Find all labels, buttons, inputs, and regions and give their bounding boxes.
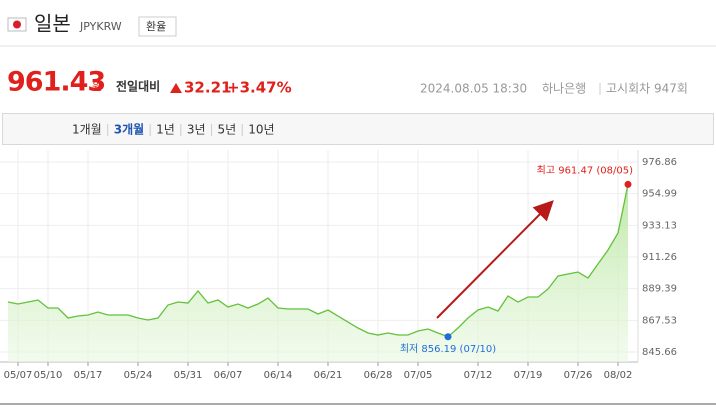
tab[interactable]: 3개월 <box>114 122 144 137</box>
title: 일본 <box>34 12 71 36</box>
trend-arrow <box>436 200 554 319</box>
x-tick-label: 06/21 <box>314 370 343 381</box>
y-tick-label: 911.26 <box>642 252 677 263</box>
flag-sun <box>13 20 21 29</box>
x-tick-label: 05/24 <box>124 370 153 381</box>
up-arrow <box>170 83 182 93</box>
x-tick-label: 05/07 <box>4 370 33 381</box>
datetime: 2024.08.05 18:30 <box>420 82 527 96</box>
code: JPYKRW <box>79 20 122 33</box>
exchange-button-label[interactable]: 환율 <box>146 20 166 33</box>
price-unit: 원 <box>92 80 102 93</box>
y-tick-label: 889.39 <box>642 284 677 295</box>
y-tick-label: 954.99 <box>642 189 677 200</box>
round: 고시회차 947회 <box>606 82 688 96</box>
x-tick-label: 07/12 <box>464 370 493 381</box>
bank: 하나은행 <box>542 81 586 96</box>
tab[interactable]: 5년 <box>218 123 237 137</box>
change-label: 전일대비 <box>116 79 160 94</box>
min-label: 최저 856.19 (07/10) <box>400 343 496 355</box>
x-tick-label: 05/17 <box>74 370 103 381</box>
tab[interactable]: 3년 <box>187 123 206 137</box>
x-tick-label: 06/14 <box>264 370 293 381</box>
x-tick-label: 08/02 <box>604 370 633 381</box>
exchange-button[interactable] <box>138 16 177 37</box>
tab[interactable]: 10년 <box>248 123 274 137</box>
x-tick-label: 06/07 <box>214 370 243 381</box>
x-tick-label: 07/05 <box>404 370 433 381</box>
min-point <box>444 333 452 341</box>
x-tick-label: 07/26 <box>564 370 593 381</box>
change: 32.21 <box>184 79 231 97</box>
x-tick-label: 07/19 <box>514 370 543 381</box>
y-tick-label: 976.86 <box>642 157 677 168</box>
tab-bar <box>2 113 714 145</box>
x-tick-label: 05/10 <box>34 370 63 381</box>
x-tick-label: 06/28 <box>364 370 393 381</box>
area <box>8 184 628 362</box>
price: 961.43 <box>7 67 105 98</box>
tab[interactable]: 1개월 <box>72 123 102 137</box>
max-point <box>624 180 632 188</box>
y-tick-label: 933.13 <box>642 220 677 231</box>
y-tick-label: 845.66 <box>642 347 677 358</box>
change-pct: +3.47% <box>227 79 292 97</box>
x-tick-label: 05/31 <box>174 370 203 381</box>
tab[interactable]: 1년 <box>156 123 175 137</box>
y-tick-label: 867.53 <box>642 315 677 326</box>
line <box>7 184 629 338</box>
max-label: 최고 961.47 (08/05) <box>537 164 633 176</box>
